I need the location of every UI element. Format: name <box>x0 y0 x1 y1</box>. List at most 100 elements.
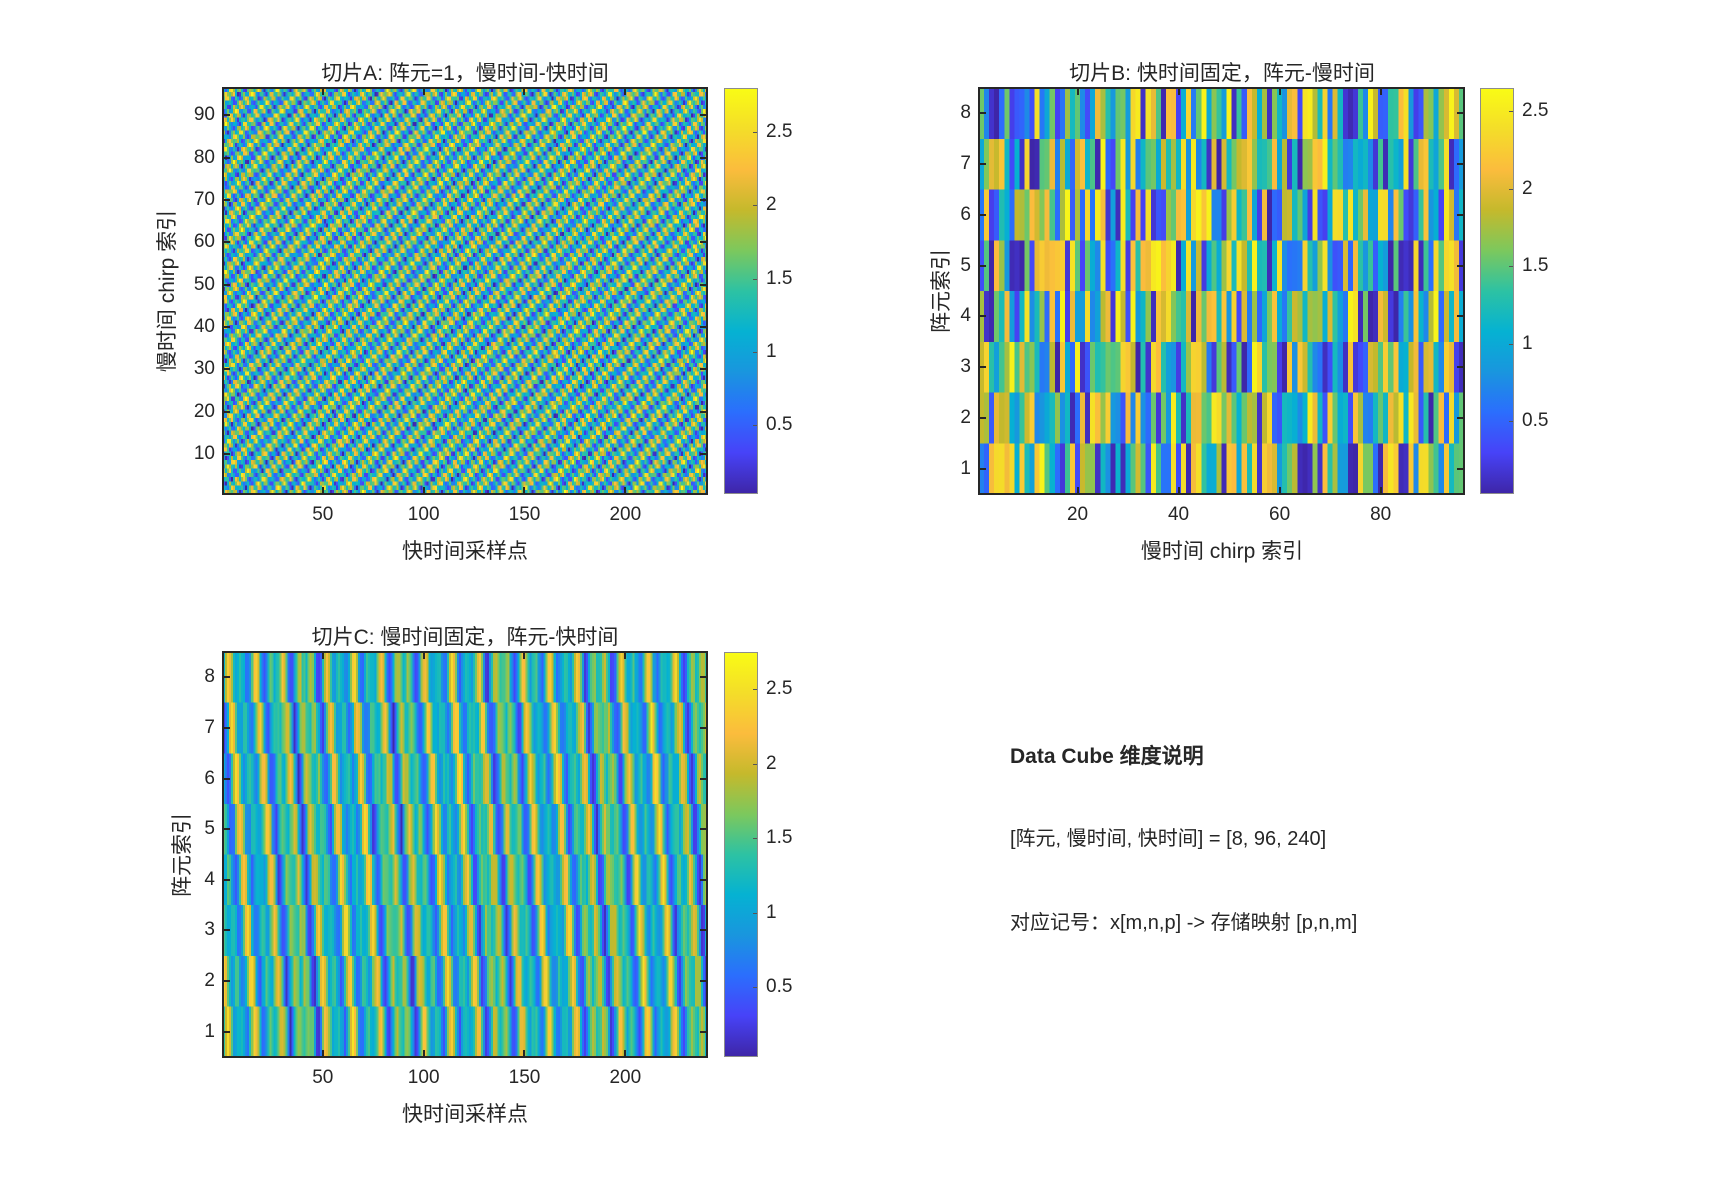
y-tick-mark <box>224 828 230 831</box>
colorbar-tick-mark <box>753 689 757 691</box>
y-tick-mark <box>700 1030 706 1033</box>
y-tick-mark <box>224 676 230 679</box>
y-tick-mark <box>224 1030 230 1033</box>
y-tick-mark <box>980 416 986 419</box>
x-tick-label: 20 <box>1066 504 1089 525</box>
y-tick-mark <box>700 199 706 202</box>
x-tick-mark <box>1177 89 1180 95</box>
plot-b-ylabel: 阵元索引 <box>930 249 953 333</box>
x-tick-mark <box>1076 89 1079 95</box>
x-tick-label: 150 <box>508 504 541 525</box>
y-tick-label: 6 <box>960 203 971 225</box>
y-tick-label: 8 <box>204 666 215 688</box>
y-tick-mark <box>224 878 230 881</box>
colorbar-tick-label: 1 <box>1522 332 1533 354</box>
colorbar-tick-mark <box>753 838 757 840</box>
x-tick-mark <box>1076 487 1079 493</box>
y-tick-mark <box>980 366 986 369</box>
y-tick-mark <box>224 980 230 983</box>
x-tick-label: 40 <box>1167 504 1190 525</box>
y-tick-mark <box>224 325 230 328</box>
x-tick-mark <box>624 487 627 493</box>
y-tick-mark <box>1457 213 1463 216</box>
x-tick-label: 100 <box>407 504 440 525</box>
y-tick-label: 5 <box>204 818 215 840</box>
plot-c-axes-frame <box>222 651 708 1058</box>
x-tick-mark <box>523 653 526 659</box>
x-tick-mark <box>624 89 627 95</box>
x-tick-mark <box>624 653 627 659</box>
note-mapping: 对应记号：x[m,n,p] -> 存储映射 [p,n,m] <box>1010 912 1358 934</box>
colorbar-tick-mark <box>753 278 757 280</box>
colorbar-tick-mark <box>753 131 757 133</box>
x-tick-label: 80 <box>1370 504 1392 525</box>
y-tick-label: 7 <box>960 153 971 175</box>
y-tick-label: 5 <box>960 254 971 276</box>
x-tick-label: 50 <box>312 504 334 525</box>
colorbar-tick-mark <box>753 912 757 914</box>
y-tick-mark <box>700 241 706 244</box>
y-tick-label: 8 <box>960 102 971 124</box>
y-tick-mark <box>700 929 706 932</box>
y-tick-label: 90 <box>193 104 215 126</box>
y-tick-mark <box>1457 315 1463 318</box>
y-tick-label: 2 <box>960 406 971 428</box>
y-tick-mark <box>700 878 706 881</box>
y-tick-mark <box>1457 416 1463 419</box>
plot-c-ylabel: 阵元索引 <box>171 813 194 897</box>
y-tick-mark <box>700 676 706 679</box>
y-tick-label: 30 <box>193 358 215 380</box>
colorbar-tick-label: 1.5 <box>1522 255 1549 277</box>
note-dimensions: [阵元, 慢时间, 快时间] = [8, 96, 240] <box>1010 828 1327 850</box>
y-tick-mark <box>1457 163 1463 166</box>
y-tick-mark <box>700 325 706 328</box>
colorbar-tick-mark <box>753 763 757 765</box>
colorbar-tick-mark <box>753 351 757 353</box>
colorbar-tick-mark <box>753 205 757 207</box>
y-tick-mark <box>224 368 230 371</box>
x-tick-mark <box>321 89 324 95</box>
y-tick-mark <box>1457 112 1463 115</box>
y-tick-mark <box>224 283 230 286</box>
x-tick-mark <box>422 1050 425 1056</box>
plot-b-xlabel: 慢时间 chirp 索引 <box>1140 540 1304 563</box>
y-tick-mark <box>224 114 230 117</box>
y-tick-mark <box>1457 467 1463 470</box>
x-tick-mark <box>1278 89 1281 95</box>
x-tick-mark <box>422 487 425 493</box>
y-tick-mark <box>700 726 706 729</box>
colorbar-tick-mark <box>1509 111 1513 113</box>
colorbar-tick-label: 2 <box>766 194 777 216</box>
y-tick-mark <box>224 199 230 202</box>
x-tick-mark <box>1177 487 1180 493</box>
y-tick-label: 7 <box>204 716 215 738</box>
x-tick-mark <box>523 1050 526 1056</box>
y-tick-label: 40 <box>193 315 215 337</box>
colorbar-tick-mark <box>1509 421 1513 423</box>
y-tick-mark <box>224 777 230 780</box>
y-tick-mark <box>980 163 986 166</box>
plot-a-axes-frame <box>222 87 708 495</box>
plot-a-heatmap <box>223 88 707 494</box>
x-tick-mark <box>1278 487 1281 493</box>
x-tick-label: 150 <box>508 1067 541 1088</box>
y-tick-label: 1 <box>204 1020 215 1042</box>
y-tick-mark <box>700 114 706 117</box>
y-tick-label: 4 <box>204 868 215 890</box>
x-tick-mark <box>321 1050 324 1056</box>
colorbar-tick-label: 2.5 <box>766 678 793 700</box>
y-tick-label: 60 <box>193 231 215 253</box>
plot-a-ylabel: 慢时间 chirp 索引 <box>156 209 180 373</box>
y-tick-mark <box>700 828 706 831</box>
y-tick-mark <box>700 283 706 286</box>
y-tick-mark <box>980 315 986 318</box>
plot-c-colorbar <box>724 652 758 1057</box>
x-tick-label: 200 <box>609 504 642 525</box>
y-tick-mark <box>1457 366 1463 369</box>
plot-b-title: 切片B: 快时间固定，阵元-慢时间 <box>1069 62 1375 85</box>
y-tick-label: 70 <box>193 189 215 211</box>
y-tick-mark <box>224 726 230 729</box>
plot-b-colorbar <box>1480 88 1514 494</box>
colorbar-tick-label: 2.5 <box>766 120 793 142</box>
note-heading: Data Cube 维度说明 <box>1010 745 1204 768</box>
